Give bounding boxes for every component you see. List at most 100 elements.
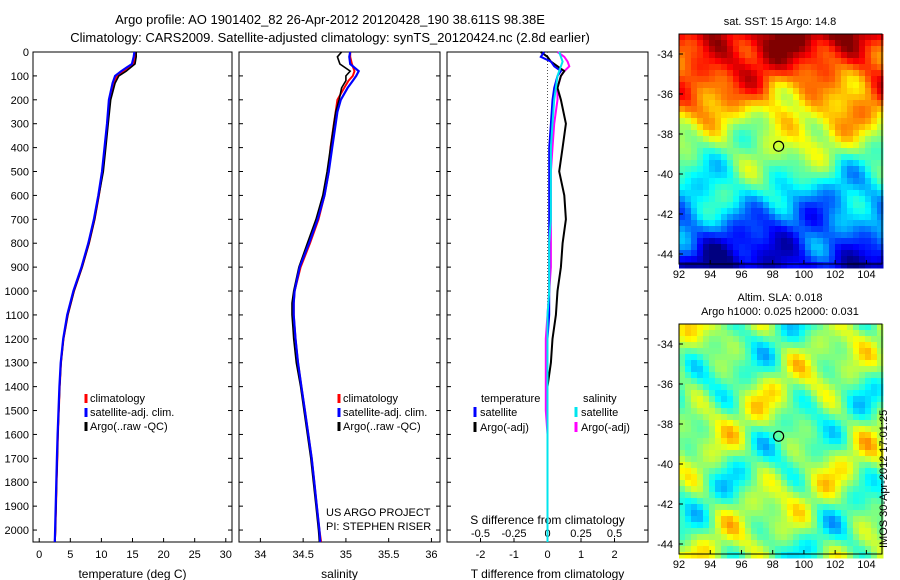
sst-map-cell: [721, 220, 728, 227]
sla-map-cell: [709, 468, 716, 475]
temp-series-climatology: [53, 52, 137, 543]
sst-map-cell: [787, 136, 794, 143]
sst-map-cell: [811, 178, 818, 185]
sst-map-cell: [769, 160, 776, 167]
sst-map-cell: [841, 154, 848, 161]
sst-map-cell: [871, 244, 878, 251]
sst-map-cell: [853, 112, 860, 119]
sla-map-cell: [847, 426, 854, 433]
sst-map-cell: [799, 178, 806, 185]
sst-map-cell: [775, 226, 782, 233]
sst-map-cell: [703, 112, 710, 119]
sst-map-cell: [763, 250, 770, 257]
sla-map-cell: [691, 486, 698, 493]
sst-map-cell: [793, 124, 800, 131]
sla-map-cell: [697, 552, 704, 559]
sla-map-cell: [751, 396, 758, 403]
sst-map-cell: [799, 58, 806, 65]
sst-map-cell: [733, 184, 740, 191]
sst-map-cell: [799, 148, 806, 155]
sla-map-cell: [775, 444, 782, 451]
sla-map-cell: [769, 420, 776, 427]
diff-xlabel: T difference from climatology: [471, 567, 625, 580]
sst-map-cell: [709, 40, 716, 47]
sst-map-cell: [727, 118, 734, 125]
sst-map-cell: [697, 82, 704, 89]
sst-map-cell: [793, 58, 800, 65]
sst-map-cell: [793, 154, 800, 161]
sla-map-cell: [799, 348, 806, 355]
sst-map-cell: [721, 202, 728, 209]
sla-map-cell: [871, 468, 878, 475]
sla-map-cell: [799, 444, 806, 451]
sst-map-cell: [793, 262, 800, 269]
sst-map-cell: [811, 70, 818, 77]
sst-map-cell: [721, 34, 728, 41]
sst-map-cell: [745, 166, 752, 173]
sla-map-cell: [877, 402, 884, 409]
sla-map-cell: [775, 426, 782, 433]
sst-map-cell: [787, 154, 794, 161]
sla-map-cell: [829, 378, 836, 385]
sst-map-cell: [835, 106, 842, 113]
sla-map-cell: [679, 330, 686, 337]
sla-map-cell: [817, 384, 824, 391]
sla-map-cell: [793, 360, 800, 367]
sla-map-cell: [685, 384, 692, 391]
sal-xtick-label: 34: [254, 549, 266, 561]
sst-map-cell: [727, 244, 734, 251]
sst-map-cell: [829, 172, 836, 179]
sst-map-cell: [787, 226, 794, 233]
sst-map-cell: [733, 52, 740, 59]
sla-map-cell: [805, 414, 812, 421]
sla-map-cell: [877, 336, 884, 343]
sla-map-cell: [799, 360, 806, 367]
sla-map-cell: [685, 516, 692, 523]
sst-map-cell: [763, 94, 770, 101]
sst-map-cell: [871, 154, 878, 161]
sst-map-cell: [841, 58, 848, 65]
sst-map-cell: [847, 70, 854, 77]
sst-map-cell: [727, 34, 734, 41]
sst-map-cell: [871, 46, 878, 53]
sla-map-cell: [697, 402, 704, 409]
sst-map-cell: [799, 52, 806, 59]
sla-map-cell: [715, 486, 722, 493]
sst-map-cell: [793, 172, 800, 179]
sla-map-cell: [877, 450, 884, 457]
sst-map-cell: [793, 202, 800, 209]
sla-map-cell: [745, 486, 752, 493]
sla-map-cell: [781, 390, 788, 397]
sla-map-cell: [799, 546, 806, 553]
sla-map-cell: [805, 534, 812, 541]
sst-map-cell: [859, 76, 866, 83]
sst-map-cell: [787, 64, 794, 71]
sst-map-cell: [751, 124, 758, 131]
sla-map-cell: [829, 504, 836, 511]
sst-map-cell: [817, 202, 824, 209]
sla-map-cell: [763, 324, 770, 331]
sst-map-cell: [703, 58, 710, 65]
sst-map-cell: [853, 220, 860, 227]
sst-map-cell: [721, 190, 728, 197]
sla-map-cell: [745, 342, 752, 349]
sst-map-cell: [829, 148, 836, 155]
sla-map-cell: [727, 456, 734, 463]
diff-legend-label: satellite: [480, 407, 517, 419]
diff-legend-label: satellite: [581, 407, 618, 419]
sla-map-cell: [751, 432, 758, 439]
sla-map-cell: [763, 402, 770, 409]
sla-map-cell: [751, 324, 758, 331]
sla-map-cell: [751, 366, 758, 373]
sst-map-cell: [757, 40, 764, 47]
sst-map-cell: [829, 106, 836, 113]
sla-map-cell: [763, 474, 770, 481]
sla-map-cell: [817, 342, 824, 349]
sla-map-cell: [781, 366, 788, 373]
sst-map-cell: [793, 178, 800, 185]
sst-map-cell: [859, 100, 866, 107]
sst-map-cell: [769, 76, 776, 83]
sla-map-cell: [745, 348, 752, 355]
sla-map-cell: [763, 384, 770, 391]
sla-map-cell: [811, 396, 818, 403]
